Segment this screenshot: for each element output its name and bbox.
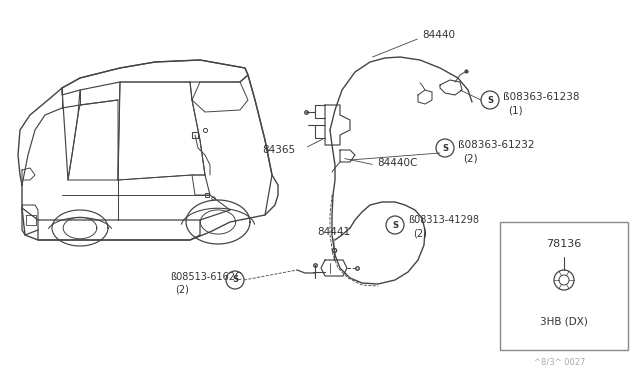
Text: S: S: [487, 96, 493, 105]
Text: 84441: 84441: [317, 227, 351, 237]
Text: S: S: [392, 221, 398, 230]
Text: ß08313-41298: ß08313-41298: [408, 215, 479, 225]
Text: S: S: [232, 276, 238, 285]
Text: (2): (2): [413, 228, 427, 238]
Text: ß08513-6162C: ß08513-6162C: [170, 272, 242, 282]
Text: (1): (1): [508, 105, 523, 115]
Text: 78136: 78136: [547, 239, 582, 249]
Bar: [500, 222, 628, 350]
Text: ^8/3^ 0027: ^8/3^ 0027: [534, 357, 586, 366]
Text: (2): (2): [175, 285, 189, 295]
Text: 84440C: 84440C: [377, 158, 417, 168]
Text: S: S: [442, 144, 448, 153]
Text: 3HB (DX): 3HB (DX): [540, 317, 588, 327]
Text: ß08363-61238: ß08363-61238: [503, 92, 579, 102]
Text: (2): (2): [463, 153, 477, 163]
Text: 84440: 84440: [422, 30, 455, 40]
Text: ß08363-61232: ß08363-61232: [458, 140, 534, 150]
Text: 84365: 84365: [262, 145, 295, 155]
